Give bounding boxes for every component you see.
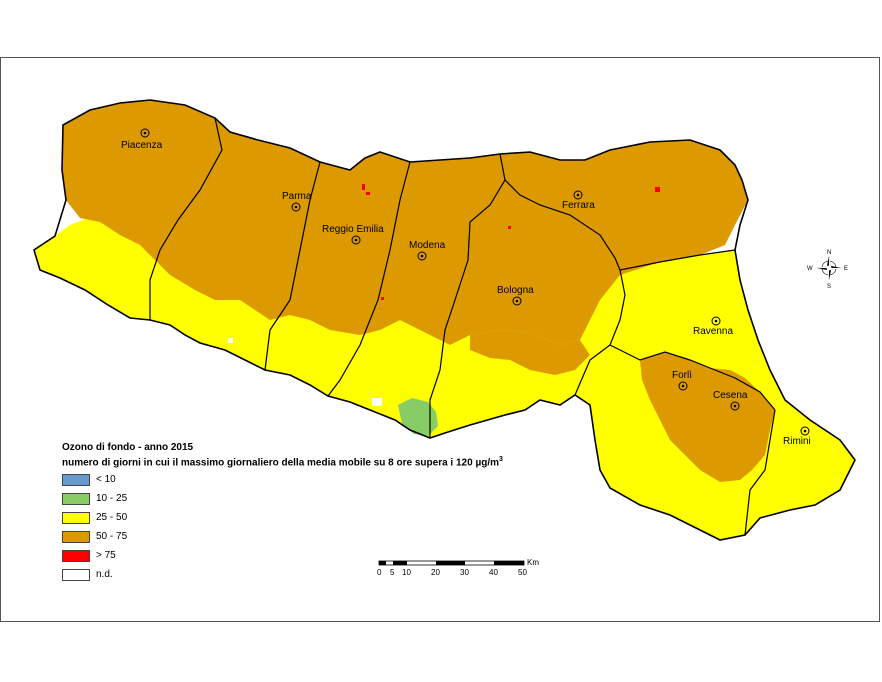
legend-item-nd: n.d. bbox=[62, 566, 503, 583]
legend-swatch bbox=[62, 549, 90, 562]
hotspot-red-4 bbox=[508, 226, 511, 229]
province-boundary-re-mo bbox=[327, 161, 411, 397]
city-label-rimini: Rimini bbox=[783, 436, 811, 447]
city-label-ferrara: Ferrara bbox=[562, 200, 595, 211]
legend-swatch bbox=[62, 530, 90, 543]
legend-swatch bbox=[62, 511, 90, 524]
region-outer-boundary bbox=[33, 99, 856, 541]
legend-swatch bbox=[62, 492, 90, 505]
scale-tick-30: 30 bbox=[460, 568, 469, 577]
hotspot-red-5 bbox=[381, 297, 384, 300]
hotspot-red-3 bbox=[655, 187, 660, 192]
scale-unit: Km bbox=[527, 558, 539, 567]
legend-label: n.d. bbox=[96, 569, 113, 581]
legend-label: 50 - 75 bbox=[96, 531, 128, 543]
compass-s: S bbox=[827, 284, 831, 290]
compass-w: W bbox=[807, 266, 813, 272]
city-label-modena: Modena bbox=[409, 240, 446, 251]
compass-e: E bbox=[844, 266, 848, 272]
scale-tick-10: 10 bbox=[402, 568, 411, 577]
scale-tick-5: 5 bbox=[390, 568, 395, 577]
hotspot-red-1 bbox=[362, 184, 365, 190]
scale-tick-50: 50 bbox=[518, 568, 527, 577]
legend-item-gt75: > 75 bbox=[62, 547, 503, 564]
legend-swatch bbox=[62, 473, 90, 486]
legend-item-10-25: 10 - 25 bbox=[62, 490, 503, 507]
legend-label: 25 - 50 bbox=[96, 512, 128, 524]
city-marker-bologna bbox=[512, 296, 522, 306]
city-label-bologna: Bologna bbox=[497, 285, 534, 296]
legend-label: 10 - 25 bbox=[96, 493, 128, 505]
scale-tick-20: 20 bbox=[431, 568, 440, 577]
city-marker-modena bbox=[417, 251, 427, 261]
city-label-parma: Parma bbox=[282, 191, 312, 202]
city-marker-rimini bbox=[800, 426, 810, 436]
city-label-piacenza: Piacenza bbox=[121, 140, 163, 151]
city-marker-forli bbox=[678, 381, 688, 391]
scale-tick-0: 0 bbox=[377, 568, 382, 577]
scale-tick-40: 40 bbox=[489, 568, 498, 577]
region-orange-romagna bbox=[640, 352, 775, 482]
city-marker-cesena bbox=[730, 401, 740, 411]
legend-title: Ozono di fondo - anno 2015 bbox=[62, 442, 194, 453]
hotspot-red-2 bbox=[366, 192, 370, 195]
legend-subtitle: numero di giorni in cui il massimo giorn… bbox=[62, 454, 503, 469]
region-orange-hills-west bbox=[470, 330, 590, 375]
region-orange-plain bbox=[62, 100, 748, 345]
nodata-speck-2 bbox=[228, 338, 233, 343]
legend: Ozono di fondo - anno 2015 numero di gio… bbox=[62, 442, 503, 583]
province-boundary-pr-re bbox=[264, 161, 321, 371]
province-boundary-bo-fe bbox=[504, 179, 621, 271]
legend-swatch bbox=[62, 568, 90, 581]
province-boundary-bo-ra bbox=[574, 269, 626, 396]
city-marker-ravenna bbox=[711, 316, 721, 326]
city-marker-reggio-emilia bbox=[351, 235, 361, 245]
legend-label: < 10 bbox=[96, 474, 116, 486]
province-boundary-mo-bo bbox=[429, 153, 506, 438]
legend-item-lt10: < 10 bbox=[62, 471, 503, 488]
city-marker-parma bbox=[291, 202, 301, 212]
city-label-cesena: Cesena bbox=[713, 390, 748, 401]
legend-subtitle-text: numero di giorni in cui il massimo giorn… bbox=[62, 457, 499, 469]
city-marker-piacenza bbox=[140, 128, 150, 138]
compass-n: N bbox=[827, 250, 831, 256]
region-green-patch bbox=[398, 398, 438, 436]
city-label-reggio-emilia: Reggio Emilia bbox=[322, 224, 384, 235]
province-boundary-pc-pr bbox=[149, 117, 223, 320]
province-boundary-fc-rn bbox=[744, 409, 776, 536]
province-boundary-ra-fc bbox=[609, 344, 776, 411]
legend-item-50-75: 50 - 75 bbox=[62, 528, 503, 545]
province-boundary-fe-ra bbox=[619, 249, 736, 271]
city-marker-ferrara bbox=[573, 190, 583, 200]
compass-rose: N S E W bbox=[807, 250, 848, 290]
legend-item-25-50: 25 - 50 bbox=[62, 509, 503, 526]
nodata-speck-1 bbox=[372, 398, 382, 406]
scale-bar: 0 5 10 20 30 40 50 Km bbox=[377, 558, 539, 577]
city-label-ravenna: Ravenna bbox=[693, 326, 733, 337]
legend-label: > 75 bbox=[96, 550, 116, 562]
city-label-forli: Forlì bbox=[672, 370, 692, 381]
legend-subtitle-sup: 3 bbox=[499, 456, 503, 463]
